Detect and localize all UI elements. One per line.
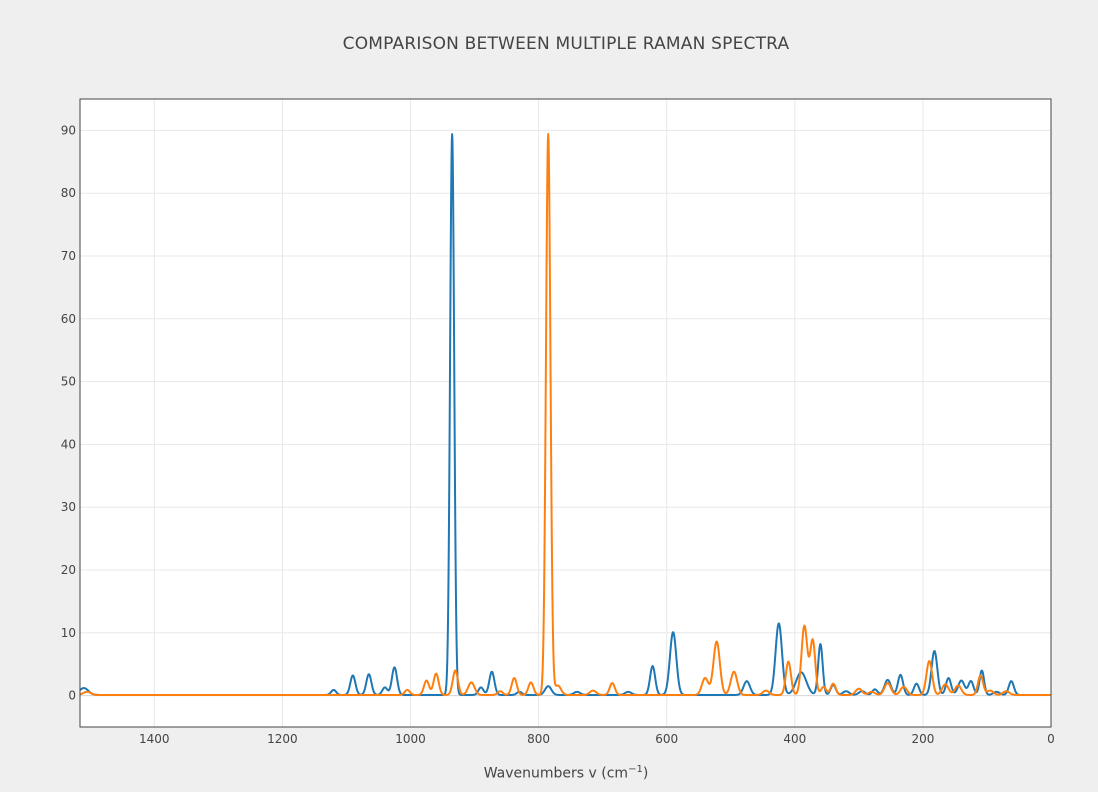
y-tick-label: 10 [61,626,76,640]
x-tick-label: 400 [783,732,806,746]
series-layer [79,133,1052,696]
x-axis-title-main: Wavenumbers v (cm [483,765,629,782]
plot-frame [79,98,1052,728]
x-tick-label: 1000 [395,732,426,746]
x-tick-label: 600 [655,732,678,746]
x-axis-title-superscript: −1 [628,764,643,775]
x-tick-label: 0 [1047,732,1055,746]
spectrum-line-2[interactable] [79,133,1052,696]
tick-labels: 1400 1200 1000 800 600 400 200 0 0 10 20 30 40 50 60 70… [61,123,1055,746]
x-tick-label: 800 [527,732,550,746]
x-tick-label: 1200 [267,732,298,746]
y-tick-label: 20 [61,563,76,577]
y-tick-label: 50 [61,375,76,389]
x-tick-label: 200 [911,732,934,746]
y-tick-label: 80 [61,186,76,200]
plot-border [79,98,1052,728]
plot-area[interactable] [80,99,1051,727]
chart-title: COMPARISON BETWEEN MULTIPLE RAMAN SPECTR… [342,34,790,54]
y-tick-label: 70 [61,249,76,263]
x-axis-title-end: ) [642,765,649,782]
grid [80,99,1051,727]
x-axis-title: Wavenumbers v (cm−1) [0,764,1098,782]
x-tick-label: 1400 [139,732,170,746]
y-tick-label: 60 [61,312,76,326]
y-tick-label: 0 [68,689,76,703]
y-tick-label: 90 [61,123,76,137]
y-tick-label: 30 [61,500,76,514]
y-tick-label: 40 [61,437,76,451]
